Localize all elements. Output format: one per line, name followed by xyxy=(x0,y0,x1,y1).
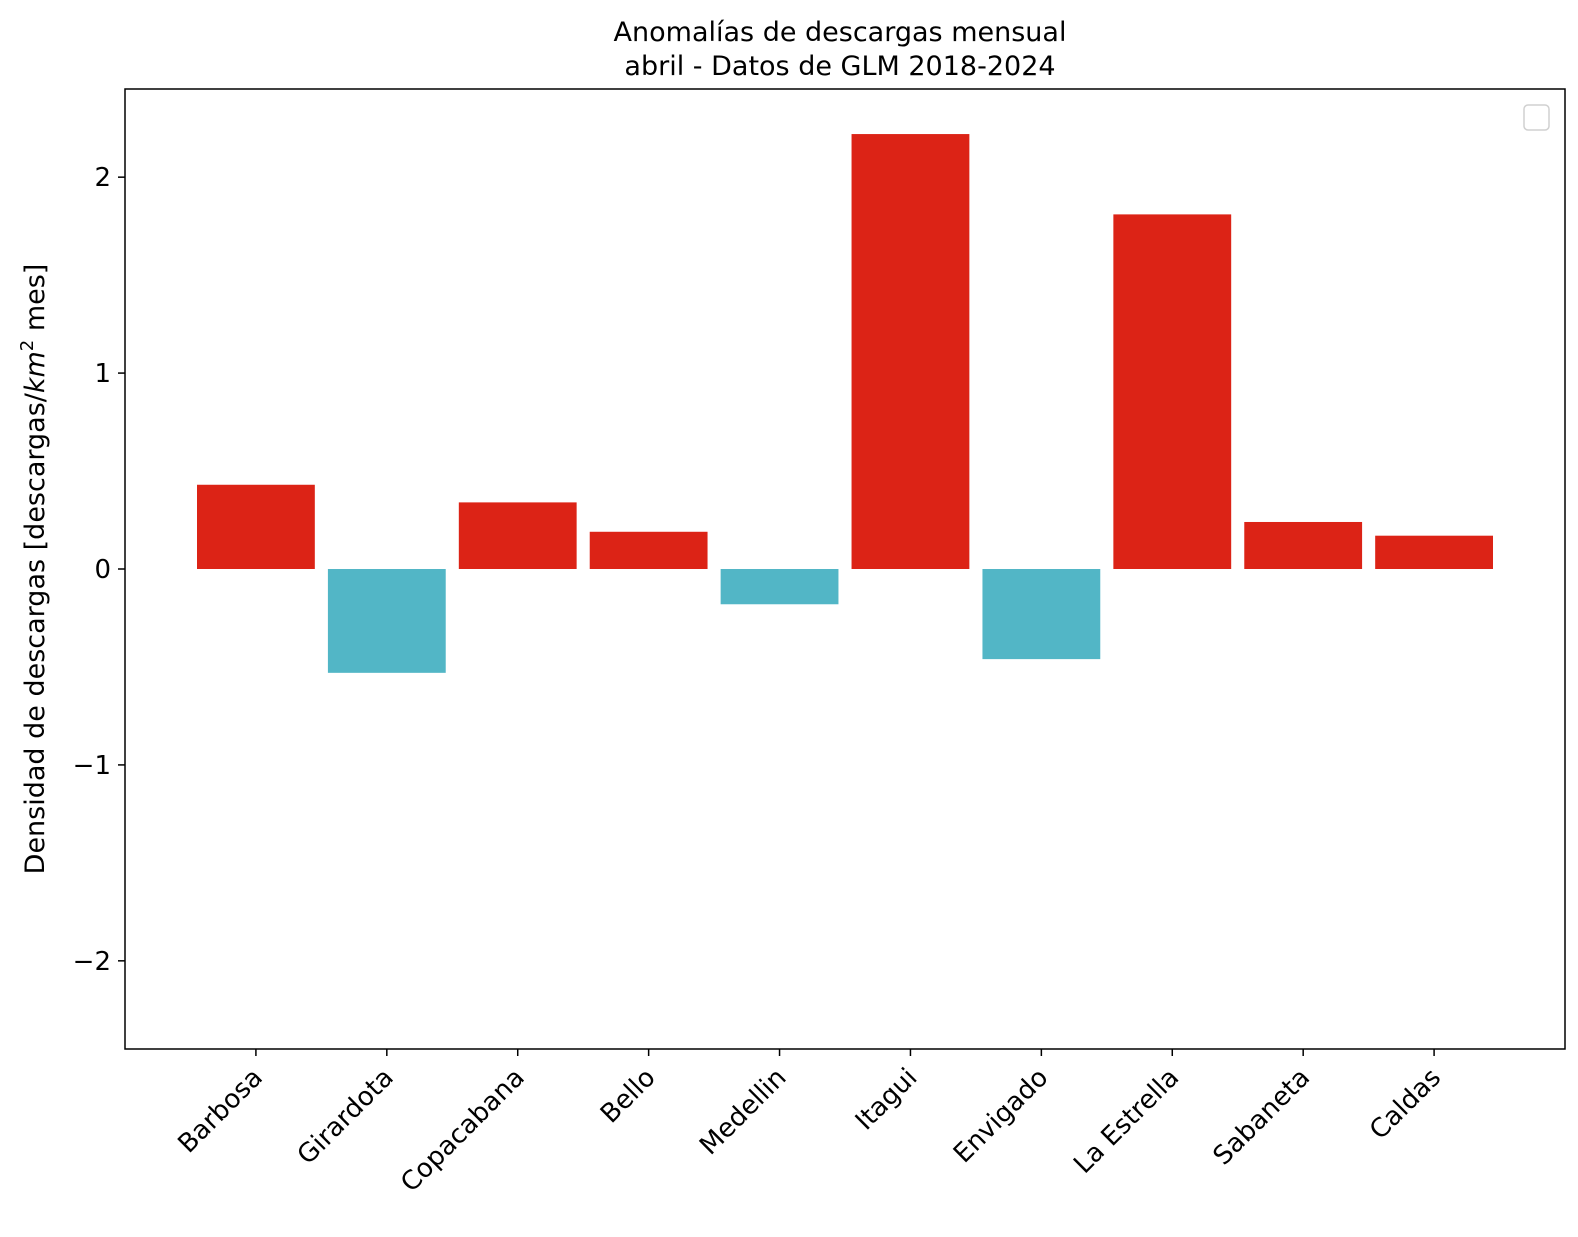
plot-frame xyxy=(124,88,1566,1050)
y-axis-label-superscript: 2 xyxy=(17,340,38,351)
x-tick-label: Caldas xyxy=(1364,1063,1447,1146)
bar-la-estrella xyxy=(1113,214,1232,569)
x-tick-label: Sabaneta xyxy=(1208,1063,1317,1172)
bar-girardota xyxy=(327,569,446,673)
legend-box xyxy=(1523,104,1550,131)
y-tick-label: 1 xyxy=(94,359,111,389)
chart-title-line-1: Anomalías de descargas mensual xyxy=(614,17,1067,48)
bar-itagui xyxy=(851,134,970,569)
x-tick-label: Itagui xyxy=(850,1063,924,1137)
x-tick-label: Bello xyxy=(595,1063,662,1130)
y-axis-label-suffix: mes] xyxy=(20,264,51,340)
bar-envigado xyxy=(982,569,1101,660)
y-tick-label: 2 xyxy=(94,163,111,193)
bar-sabaneta xyxy=(1244,521,1363,569)
bar-bello xyxy=(589,531,708,569)
x-tick-label: Medellin xyxy=(694,1063,792,1161)
x-tick-label: Barbosa xyxy=(172,1063,268,1159)
bar-barbosa xyxy=(197,484,315,569)
x-tick-label: La Estrella xyxy=(1068,1063,1185,1180)
chart-title-line-2: abril - Datos de GLM 2018-2024 xyxy=(624,51,1055,82)
x-tick-label: Envigado xyxy=(948,1063,1054,1169)
y-axis-label-unit: km xyxy=(20,351,51,393)
y-axis-label: Densidad de descargas [descargas/km2 mes… xyxy=(17,264,51,875)
y-axis-label-prefix: Densidad de descargas [descargas/ xyxy=(20,392,51,874)
y-tick-label: −1 xyxy=(73,751,111,781)
bar-medellin xyxy=(720,569,839,605)
y-tick-label: −2 xyxy=(73,947,111,977)
x-tick-label: Girardota xyxy=(292,1063,400,1171)
y-ticks-group: −2 −1 0 1 2 xyxy=(73,163,125,977)
bar-copacabana xyxy=(458,502,577,569)
bar-caldas xyxy=(1375,535,1493,569)
bars-group xyxy=(197,134,1493,673)
y-tick-label: 0 xyxy=(94,555,111,585)
x-tick-label: Copacabana xyxy=(395,1063,530,1198)
